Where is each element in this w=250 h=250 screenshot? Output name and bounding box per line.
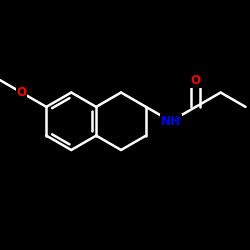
- Text: O: O: [16, 86, 26, 99]
- Text: NH: NH: [161, 115, 181, 128]
- Text: O: O: [191, 74, 201, 88]
